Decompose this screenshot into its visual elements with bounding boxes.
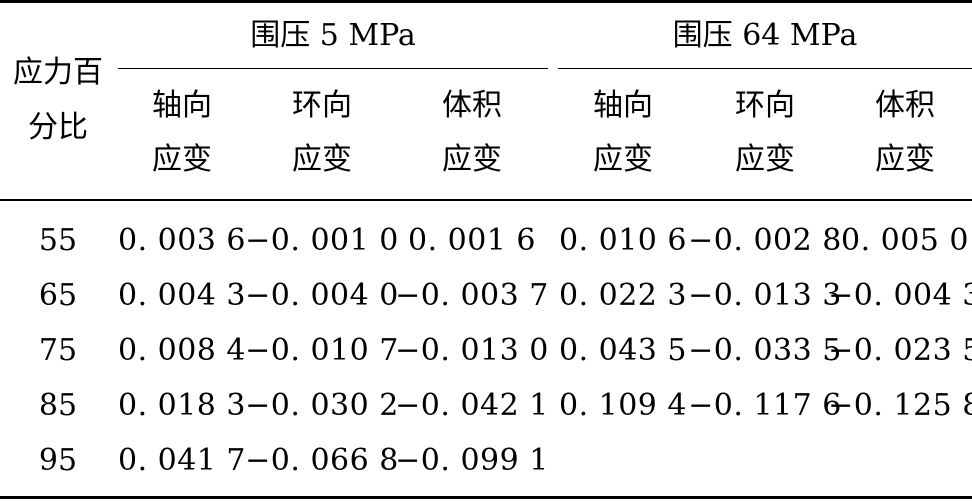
col-header-axial-64-l2: 应变 bbox=[593, 142, 653, 177]
value-cell: −0. 033 5 bbox=[688, 333, 842, 368]
value-cell: −0. 013 3 bbox=[688, 278, 842, 313]
value-cell: −0. 010 7 bbox=[245, 333, 399, 368]
value-cell: 0. 004 3 bbox=[117, 278, 247, 313]
stress-pct-cell: 85 bbox=[38, 388, 78, 423]
bottom-rule bbox=[0, 496, 972, 499]
stress-pct-cell: 65 bbox=[38, 278, 78, 313]
value-cell: 0. 043 5 bbox=[558, 333, 688, 368]
col-header-axial-64-l1: 轴向 bbox=[593, 88, 653, 123]
col-header-hoop-5-l2: 应变 bbox=[292, 142, 352, 177]
col-header-axial-5-l1: 轴向 bbox=[152, 88, 212, 123]
value-cell: 0. 010 6 bbox=[558, 223, 688, 258]
value-cell: −0. 066 8 bbox=[245, 443, 399, 478]
stress-pct-cell: 95 bbox=[38, 443, 78, 478]
value-cell: 0. 041 7 bbox=[117, 443, 247, 478]
col-header-axial-5-l2: 应变 bbox=[152, 142, 212, 177]
group-title-5mpa: 围压 5 MPa bbox=[250, 18, 416, 53]
value-cell: 0. 003 6 bbox=[117, 223, 247, 258]
top-rule bbox=[0, 0, 972, 3]
value-cell: −0. 013 0 bbox=[395, 333, 549, 368]
header-rule bbox=[0, 199, 972, 201]
row-header-line1: 应力百 bbox=[13, 55, 103, 90]
group-rule-5mpa bbox=[118, 68, 548, 69]
value-cell: −0. 002 8 bbox=[688, 223, 842, 258]
value-cell: −0. 003 7 bbox=[395, 278, 549, 313]
col-header-hoop-64-l1: 环向 bbox=[735, 88, 795, 123]
value-cell: −0. 042 1 bbox=[395, 388, 549, 423]
col-header-volume-5-l1: 体积 bbox=[442, 88, 502, 123]
value-cell: −0. 125 8 bbox=[828, 388, 972, 423]
group-rule-64mpa bbox=[558, 68, 972, 69]
col-header-volume-5-l2: 应变 bbox=[442, 142, 502, 177]
value-cell: 0. 022 3 bbox=[558, 278, 688, 313]
value-cell: 0. 018 3 bbox=[117, 388, 247, 423]
group-title-64mpa: 围压 64 MPa bbox=[672, 18, 858, 53]
value-cell: −0. 004 3 bbox=[828, 278, 972, 313]
value-cell: −0. 001 0 bbox=[245, 223, 399, 258]
value-cell: 0. 008 4 bbox=[117, 333, 247, 368]
stress-pct-cell: 55 bbox=[38, 223, 78, 258]
row-header-line2: 分比 bbox=[28, 110, 88, 145]
col-header-hoop-5-l1: 环向 bbox=[292, 88, 352, 123]
value-cell: −0. 117 6 bbox=[688, 388, 842, 423]
value-cell: −0. 030 2 bbox=[245, 388, 399, 423]
stress-pct-cell: 75 bbox=[38, 333, 78, 368]
col-header-volume-64-l2: 应变 bbox=[875, 142, 935, 177]
value-cell: −0. 099 1 bbox=[395, 443, 549, 478]
value-cell: −0. 023 5 bbox=[828, 333, 972, 368]
col-header-hoop-64-l2: 应变 bbox=[735, 142, 795, 177]
value-cell: −0. 004 0 bbox=[245, 278, 399, 313]
col-header-volume-64-l1: 体积 bbox=[875, 88, 935, 123]
value-cell: 0. 001 6 bbox=[407, 223, 537, 258]
value-cell: 0. 005 0 bbox=[840, 223, 970, 258]
value-cell: 0. 109 4 bbox=[558, 388, 688, 423]
